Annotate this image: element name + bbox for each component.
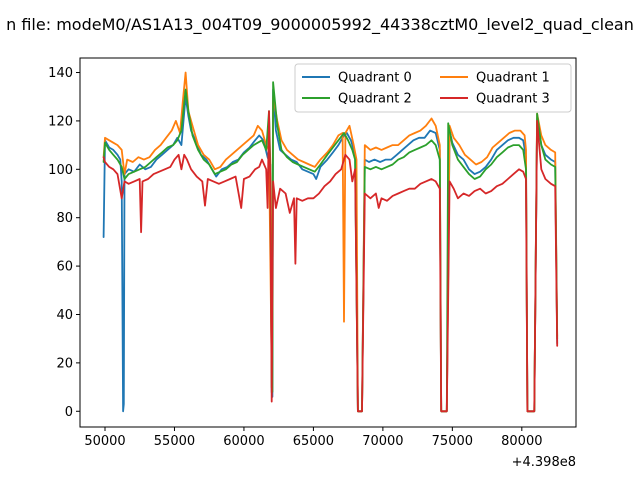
legend: Quadrant 0 Quadrant 1 Quadrant 2 Quadrant 3 [294, 63, 572, 113]
x-tick-label: 50000 [84, 434, 125, 449]
legend-label-quadrant-1: Quadrant 1 [476, 71, 550, 86]
series-layer [102, 71, 559, 413]
legend-label-quadrant-3: Quadrant 3 [476, 92, 550, 107]
plot-area [79, 57, 577, 428]
y-tick-label: 120 [48, 114, 73, 129]
x-tick-label: 80000 [501, 434, 542, 449]
series-line-quadrant-3 [102, 110, 559, 413]
legend-frame [294, 63, 572, 113]
y-tick-label: 60 [56, 260, 73, 275]
x-axis: 50000 55000 60000 65000 70000 75000 80000 [84, 427, 542, 449]
series-line-quadrant-1 [102, 71, 559, 413]
series-line-quadrant-2 [102, 81, 559, 413]
y-tick-label: 80 [56, 211, 73, 226]
plot-background [80, 58, 576, 427]
y-axis: 0 20 40 60 80 100 120 140 [48, 66, 80, 420]
x-tick-label: 70000 [362, 434, 403, 449]
x-tick-label: 65000 [293, 434, 334, 449]
legend-label-quadrant-0: Quadrant 0 [338, 71, 412, 86]
x-tick-label: 60000 [223, 434, 264, 449]
series-line-quadrant-0 [102, 88, 559, 413]
y-tick-label: 20 [56, 356, 73, 371]
y-tick-label: 0 [65, 405, 73, 420]
x-tick-label: 75000 [432, 434, 473, 449]
legend-label-quadrant-2: Quadrant 2 [338, 92, 412, 107]
x-offset-text: +4.398e8 [512, 455, 576, 470]
y-tick-label: 140 [48, 66, 73, 81]
x-tick-label: 55000 [154, 434, 195, 449]
chart-title: n file: modeM0/AS1A13_004T09_9000005992_… [6, 15, 634, 35]
y-tick-label: 40 [56, 308, 73, 323]
axes-frame [79, 57, 577, 428]
y-tick-label: 100 [48, 163, 73, 178]
